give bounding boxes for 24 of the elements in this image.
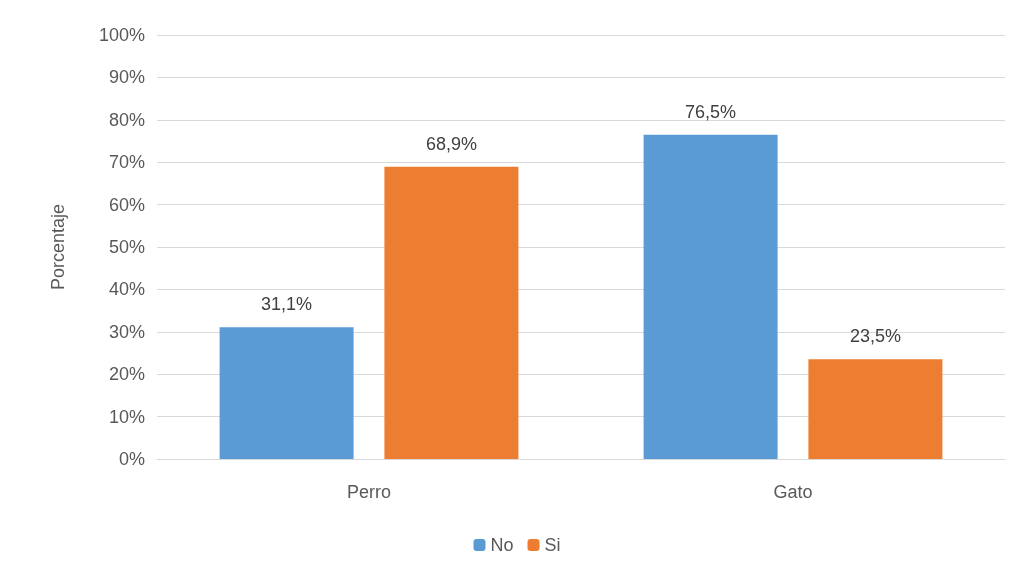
- bar: [219, 327, 354, 459]
- bar: [384, 166, 519, 459]
- y-tick-label: 80%: [108, 109, 145, 130]
- y-tick-label: 10%: [108, 406, 145, 427]
- y-tick-label: 30%: [108, 321, 145, 342]
- x-tick-label: Perro: [346, 482, 392, 502]
- bar: [643, 134, 778, 459]
- legend-label: No: [490, 535, 514, 555]
- y-tick-label: 20%: [108, 364, 145, 385]
- y-tick-label: 70%: [108, 152, 145, 173]
- data-label: 68,9%: [425, 133, 477, 154]
- data-label: 31,1%: [261, 294, 313, 315]
- y-tick-label: 40%: [108, 279, 145, 300]
- x-tick-label: Gato: [773, 482, 813, 502]
- legend-label: Si: [544, 535, 561, 555]
- bar: [808, 359, 943, 459]
- y-tick-label: 60%: [108, 194, 145, 215]
- y-tick-label: 0%: [118, 449, 145, 469]
- y-axis-title: Porcentaje: [48, 203, 68, 291]
- y-tick-label: 50%: [108, 237, 145, 257]
- data-label: 23,5%: [849, 326, 901, 347]
- y-tick-label: 90%: [108, 67, 145, 88]
- y-tick-label: 100%: [98, 25, 145, 45]
- data-label: 76,5%: [685, 101, 737, 122]
